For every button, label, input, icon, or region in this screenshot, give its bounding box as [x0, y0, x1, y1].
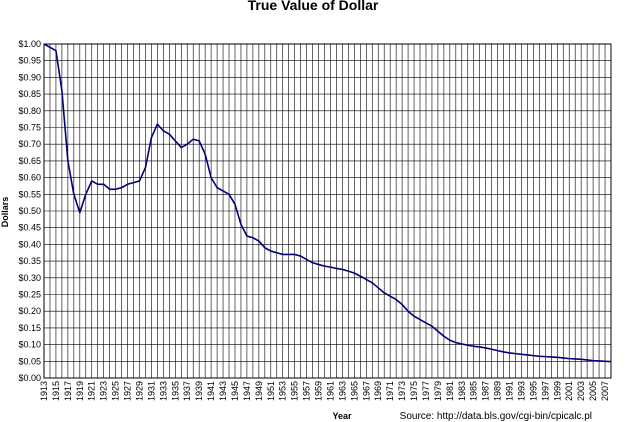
x-tick-label: 1989 — [493, 381, 503, 401]
x-tick-label: 1955 — [290, 381, 300, 401]
y-tick-label: $0.40 — [18, 239, 41, 249]
x-tick-label: 1913 — [39, 381, 49, 401]
x-tick-label: 1941 — [206, 381, 216, 401]
x-tick-label: 1963 — [337, 381, 347, 401]
x-tick-label: 1921 — [87, 381, 97, 401]
y-tick-label: $0.55 — [18, 189, 41, 199]
x-tick-label: 1929 — [134, 381, 144, 401]
y-tick-label: $0.35 — [18, 256, 41, 266]
x-tick-label: 1987 — [481, 381, 491, 401]
x-tick-label: 1923 — [99, 381, 109, 401]
grid — [43, 43, 612, 379]
y-tick-label: $0.45 — [18, 223, 41, 233]
x-tick-label: 1949 — [254, 381, 264, 401]
y-tick-label: $0.25 — [18, 290, 41, 300]
x-tick-label: 1985 — [469, 381, 479, 401]
x-tick-label: 1957 — [302, 381, 312, 401]
y-tick-label: $0.15 — [18, 323, 41, 333]
y-tick-label: $0.00 — [18, 373, 41, 383]
y-tick-label: $0.70 — [18, 139, 41, 149]
series-line — [43, 43, 612, 363]
y-tick-label: $0.75 — [18, 123, 41, 133]
y-tick-label: $1.00 — [18, 39, 41, 49]
x-tick-label: 1961 — [325, 381, 335, 401]
y-tick-label: $0.10 — [18, 340, 41, 350]
x-tick-label: 1931 — [146, 381, 156, 401]
chart-title: True Value of Dollar — [248, 0, 379, 13]
source-note: Source: http://data.bls.gov/cgi-bin/cpic… — [400, 411, 592, 422]
x-tick-label: 1917 — [63, 381, 73, 401]
x-tick-label: 1977 — [421, 381, 431, 401]
x-tick-label: 1973 — [397, 381, 407, 401]
x-tick-label: 2007 — [600, 381, 610, 401]
x-tick-label: 1927 — [123, 381, 133, 401]
x-tick-label: 2003 — [576, 381, 586, 401]
x-axis-ticks: 1913 1915 1917 1919 1921 1923 1925 1927 1929 1931… — [39, 381, 610, 401]
x-tick-label: 1991 — [505, 381, 515, 401]
x-tick-label: 2001 — [564, 381, 574, 401]
y-tick-label: $0.80 — [18, 106, 41, 116]
x-tick-label: 1939 — [194, 381, 204, 401]
x-tick-label: 1947 — [242, 381, 252, 401]
x-tick-label: 1925 — [111, 381, 121, 401]
y-tick-label: $0.05 — [18, 356, 41, 366]
x-tick-label: 1943 — [218, 381, 228, 401]
x-axis-label: Year — [332, 411, 352, 421]
y-tick-label: $0.60 — [18, 173, 41, 183]
x-tick-label: 1967 — [361, 381, 371, 401]
x-tick-label: 1969 — [373, 381, 383, 401]
y-tick-label: $0.50 — [18, 206, 41, 216]
x-tick-label: 1975 — [409, 381, 419, 401]
x-tick-label: 1951 — [266, 381, 276, 401]
x-tick-label: 1933 — [158, 381, 168, 401]
y-tick-label: $0.65 — [18, 156, 41, 166]
x-tick-label: 1919 — [75, 381, 85, 401]
plot-frame — [43, 43, 612, 379]
x-tick-label: 1993 — [516, 381, 526, 401]
y-tick-label: $0.95 — [18, 56, 41, 66]
x-tick-label: 1959 — [314, 381, 324, 401]
y-tick-label: $0.90 — [18, 72, 41, 82]
x-tick-label: 2005 — [588, 381, 598, 401]
y-tick-label: $0.85 — [18, 89, 41, 99]
x-tick-label: 1945 — [230, 381, 240, 401]
x-tick-label: 1965 — [349, 381, 359, 401]
x-tick-label: 1995 — [528, 381, 538, 401]
x-tick-label: 1971 — [385, 381, 395, 401]
x-tick-label: 1979 — [433, 381, 443, 401]
x-tick-label: 1999 — [552, 381, 562, 401]
y-tick-label: $0.30 — [18, 273, 41, 283]
y-tick-label: $0.20 — [18, 306, 41, 316]
y-axis-ticks: $0.00 $0.05 $0.10 $0.15 $0.20 $0.25 $0.30 $0.35… — [18, 39, 41, 383]
x-tick-label: 1983 — [457, 381, 467, 401]
x-tick-label: 1915 — [51, 381, 61, 401]
x-tick-label: 1997 — [540, 381, 550, 401]
x-tick-label: 1937 — [182, 381, 192, 401]
y-axis-label: Dollars — [0, 197, 10, 228]
x-tick-label: 1981 — [445, 381, 455, 401]
x-tick-label: 1935 — [170, 381, 180, 401]
x-tick-label: 1953 — [278, 381, 288, 401]
